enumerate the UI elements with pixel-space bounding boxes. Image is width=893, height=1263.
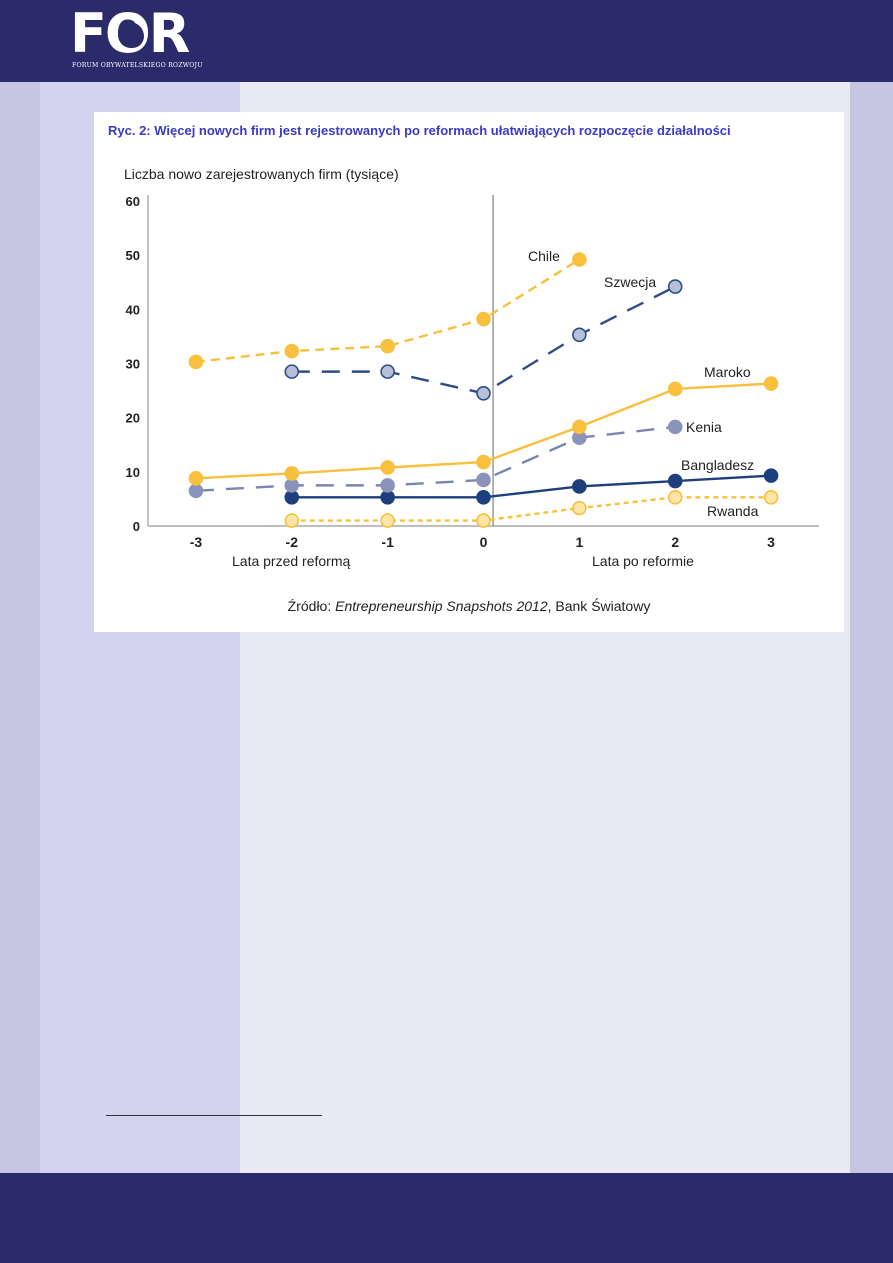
data-point-bangladesz [284,489,300,505]
data-point-rwanda [284,513,300,528]
source-prefix: Źródło: [287,598,336,614]
data-point-rwanda [667,489,683,505]
data-point-kenia [667,419,683,435]
series-label-rwanda: Rwanda [707,503,759,519]
logo-subtitle: FORUM OBYWATELSKIEGO ROZWOJU [72,62,203,69]
left-margin-strip [0,82,40,1173]
series-label-chile: Chile [528,248,560,264]
data-point-rwanda [763,489,779,505]
y-tick-label: 40 [126,302,140,317]
data-point-maroko [476,454,491,470]
series-label-szwecja: Szwecja [604,274,656,290]
data-point-bangladesz [763,468,779,483]
y-axis-label: Liczba nowo zarejestrowanych firm (tysią… [124,166,399,182]
data-point-rwanda [572,500,587,516]
data-point-szwecja [476,385,491,401]
x-tick-label: -3 [190,534,203,550]
data-point-kenia [476,472,491,488]
y-tick-label: 60 [126,194,140,209]
series-line-kenia [195,425,676,492]
source-suffix: , Bank Światowy [547,598,651,614]
right-margin-strip [850,82,893,1173]
data-point-rwanda [476,513,491,528]
x-label-after: Lata po reformie [592,553,694,569]
data-point-kenia [284,478,300,493]
series-line-szwecja [291,285,676,395]
header-bar [0,0,893,82]
x-tick-label: -1 [381,534,394,550]
series-label-kenia: Kenia [686,419,722,435]
y-tick-label: 0 [133,519,140,534]
data-point-kenia [188,483,204,499]
x-tick-label: 2 [671,534,679,550]
y-tick-label: 30 [126,357,140,372]
y-tick-label: 50 [126,248,140,263]
figure-panel: Ryc. 2: Więcej nowych firm jest rejestro… [94,112,844,632]
data-point-chile [380,338,395,354]
data-point-chile [572,252,587,267]
data-point-maroko [188,471,204,486]
figure-title: Ryc. 2: Więcej nowych firm jest rejestro… [108,123,731,138]
x-tick-label: -2 [286,534,299,550]
data-point-bangladesz [476,489,491,505]
footnote-rule [106,1115,322,1116]
data-point-maroko [572,419,587,435]
data-point-szwecja [380,364,395,379]
data-point-maroko [667,381,683,397]
for-logo[interactable]: FOR FORUM OBYWATELSKIEGO ROZWOJU [70,4,203,76]
data-point-bangladesz [667,473,683,489]
data-point-chile [188,354,204,370]
data-point-szwecja [284,364,300,379]
footer-bar [0,1173,893,1263]
figure-source: Źródło: Entrepreneurship Snapshots 2012,… [94,598,844,614]
x-tick-label: 1 [575,534,583,550]
line-chart: 0 10 20 30 40 50 60 -3 -2 -1 0 1 2 3 Lata przed reform… [126,194,819,569]
x-tick-label: 0 [480,534,488,550]
data-point-rwanda [380,513,395,528]
series-label-maroko: Maroko [704,364,751,380]
data-point-chile [284,343,300,359]
data-point-bangladesz [380,489,395,505]
data-point-maroko [380,460,395,475]
y-tick-label: 20 [126,411,140,426]
data-point-szwecja [572,327,587,343]
data-point-maroko [284,466,300,481]
x-tick-label: 3 [767,534,775,550]
source-title: Entrepreneurship Snapshots 2012 [335,598,548,614]
data-point-kenia [380,478,395,493]
series-line-bangladesz [291,474,772,499]
y-tick-label: 10 [126,465,140,480]
series-line-rwanda [291,496,772,522]
data-point-chile [476,311,491,327]
x-label-before: Lata przed reformą [232,553,350,569]
poland-map-icon [118,22,144,48]
data-point-bangladesz [572,479,587,494]
data-point-szwecja [667,279,683,294]
series-label-bangladesz: Bangladesz [681,457,754,473]
data-point-maroko [763,376,779,391]
series-line-chile [195,258,580,364]
